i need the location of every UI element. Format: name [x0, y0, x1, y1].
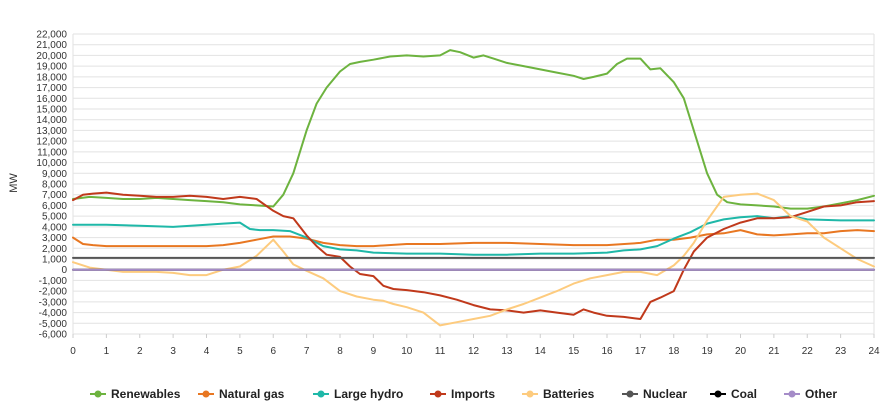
x-tick-label: 1 [104, 346, 110, 357]
y-tick-label: 0 [61, 265, 67, 276]
y-tick-label: 20,000 [36, 51, 67, 62]
legend-marker-swatch [94, 390, 102, 398]
legend-item-large-hydro: Large hydro [313, 387, 403, 401]
x-tick-label: 5 [237, 346, 243, 357]
legend-marker-swatch [526, 390, 534, 398]
y-tick-label: -3,000 [39, 297, 68, 308]
y-tick-label: 11,000 [37, 147, 67, 158]
y-tick-label: 8,000 [42, 180, 67, 191]
legend: Renewables Natural gas Large hydro Imports B… [90, 387, 837, 401]
x-tick-label: 18 [668, 346, 680, 357]
x-tick-label: 6 [270, 346, 276, 357]
legend-marker-swatch [317, 390, 325, 398]
gridlines [72, 33, 875, 335]
x-tick-label: 13 [501, 346, 513, 357]
y-tick-label: 17,000 [36, 83, 67, 94]
legend-item-natural-gas: Natural gas [198, 387, 285, 401]
legend-item-imports: Imports [430, 387, 495, 401]
y-tick-label: 2,000 [42, 244, 67, 255]
series-line-natural-gas [72, 229, 875, 248]
legend-marker-swatch [202, 390, 210, 398]
x-tick-label: 3 [170, 346, 176, 357]
x-tick-label: 19 [702, 346, 714, 357]
x-tick-label: 2 [137, 346, 143, 357]
y-tick-label: 18,000 [36, 72, 67, 83]
series-line-large-hydro [72, 215, 875, 256]
y-tick-label: 7,000 [42, 190, 67, 201]
legend-label: Coal [731, 387, 757, 401]
legend-item-nuclear: Nuclear [622, 387, 687, 401]
y-tick-label: 13,000 [36, 126, 67, 137]
x-tick-label: 17 [635, 346, 647, 357]
y-tick-label: -2,000 [39, 287, 68, 298]
y-tick-label: 9,000 [42, 169, 67, 180]
legend-item-renewables: Renewables [90, 387, 181, 401]
legend-label: Imports [451, 387, 495, 401]
axes: 22,00021,00020,00019,00018,00017,00016,0… [36, 30, 880, 358]
x-tick-label: 9 [371, 346, 377, 357]
x-tick-label: 7 [304, 346, 310, 357]
legend-marker-swatch [626, 390, 634, 398]
legend-marker-swatch [714, 390, 722, 398]
x-tick-label: 0 [70, 346, 76, 357]
legend-label: Batteries [543, 387, 595, 401]
y-tick-label: 12,000 [36, 137, 67, 148]
series-line-renewables [72, 49, 875, 210]
y-tick-label: -4,000 [39, 308, 68, 319]
y-tick-label: 16,000 [36, 94, 67, 105]
legend-label: Nuclear [643, 387, 687, 401]
x-tick-label: 4 [204, 346, 210, 357]
x-tick-label: 15 [568, 346, 580, 357]
legend-marker-swatch [434, 390, 442, 398]
x-tick-label: 11 [435, 346, 446, 357]
y-tick-label: 15,000 [36, 105, 67, 116]
y-tick-label: -1,000 [39, 276, 68, 287]
legend-marker-swatch [788, 390, 796, 398]
x-tick-label: 12 [468, 346, 480, 357]
legend-item-batteries: Batteries [522, 387, 595, 401]
y-tick-label: 3,000 [42, 233, 67, 244]
x-tick-label: 22 [802, 346, 814, 357]
y-tick-label: 22,000 [36, 30, 67, 41]
y-tick-label: 14,000 [36, 115, 67, 126]
y-tick-label: 10,000 [36, 158, 67, 169]
y-tick-label: -6,000 [39, 330, 68, 341]
legend-label: Other [805, 387, 837, 401]
y-tick-label: 21,000 [36, 40, 67, 51]
x-tick-label: 14 [535, 346, 547, 357]
legend-item-coal: Coal [710, 387, 757, 401]
x-tick-label: 21 [768, 346, 780, 357]
legend-item-other: Other [784, 387, 837, 401]
series-lines [72, 49, 875, 327]
x-tick-label: 20 [735, 346, 747, 357]
x-tick-label: 8 [337, 346, 343, 357]
x-tick-label: 16 [601, 346, 613, 357]
y-tick-label: 4,000 [42, 222, 67, 233]
y-tick-label: 6,000 [42, 201, 67, 212]
x-tick-label: 10 [401, 346, 413, 357]
y-axis-title: MW [8, 173, 20, 193]
series-line-batteries [72, 192, 875, 327]
x-tick-label: 23 [835, 346, 847, 357]
legend-label: Renewables [111, 387, 181, 401]
series-line-imports [72, 191, 875, 320]
y-tick-label: 19,000 [36, 62, 67, 73]
legend-label: Natural gas [219, 387, 285, 401]
y-tick-label: 1,000 [42, 255, 67, 266]
x-tick-label: 24 [868, 346, 880, 357]
y-tick-label: 5,000 [42, 212, 67, 223]
y-tick-label: -5,000 [39, 319, 68, 330]
legend-label: Large hydro [334, 387, 403, 401]
